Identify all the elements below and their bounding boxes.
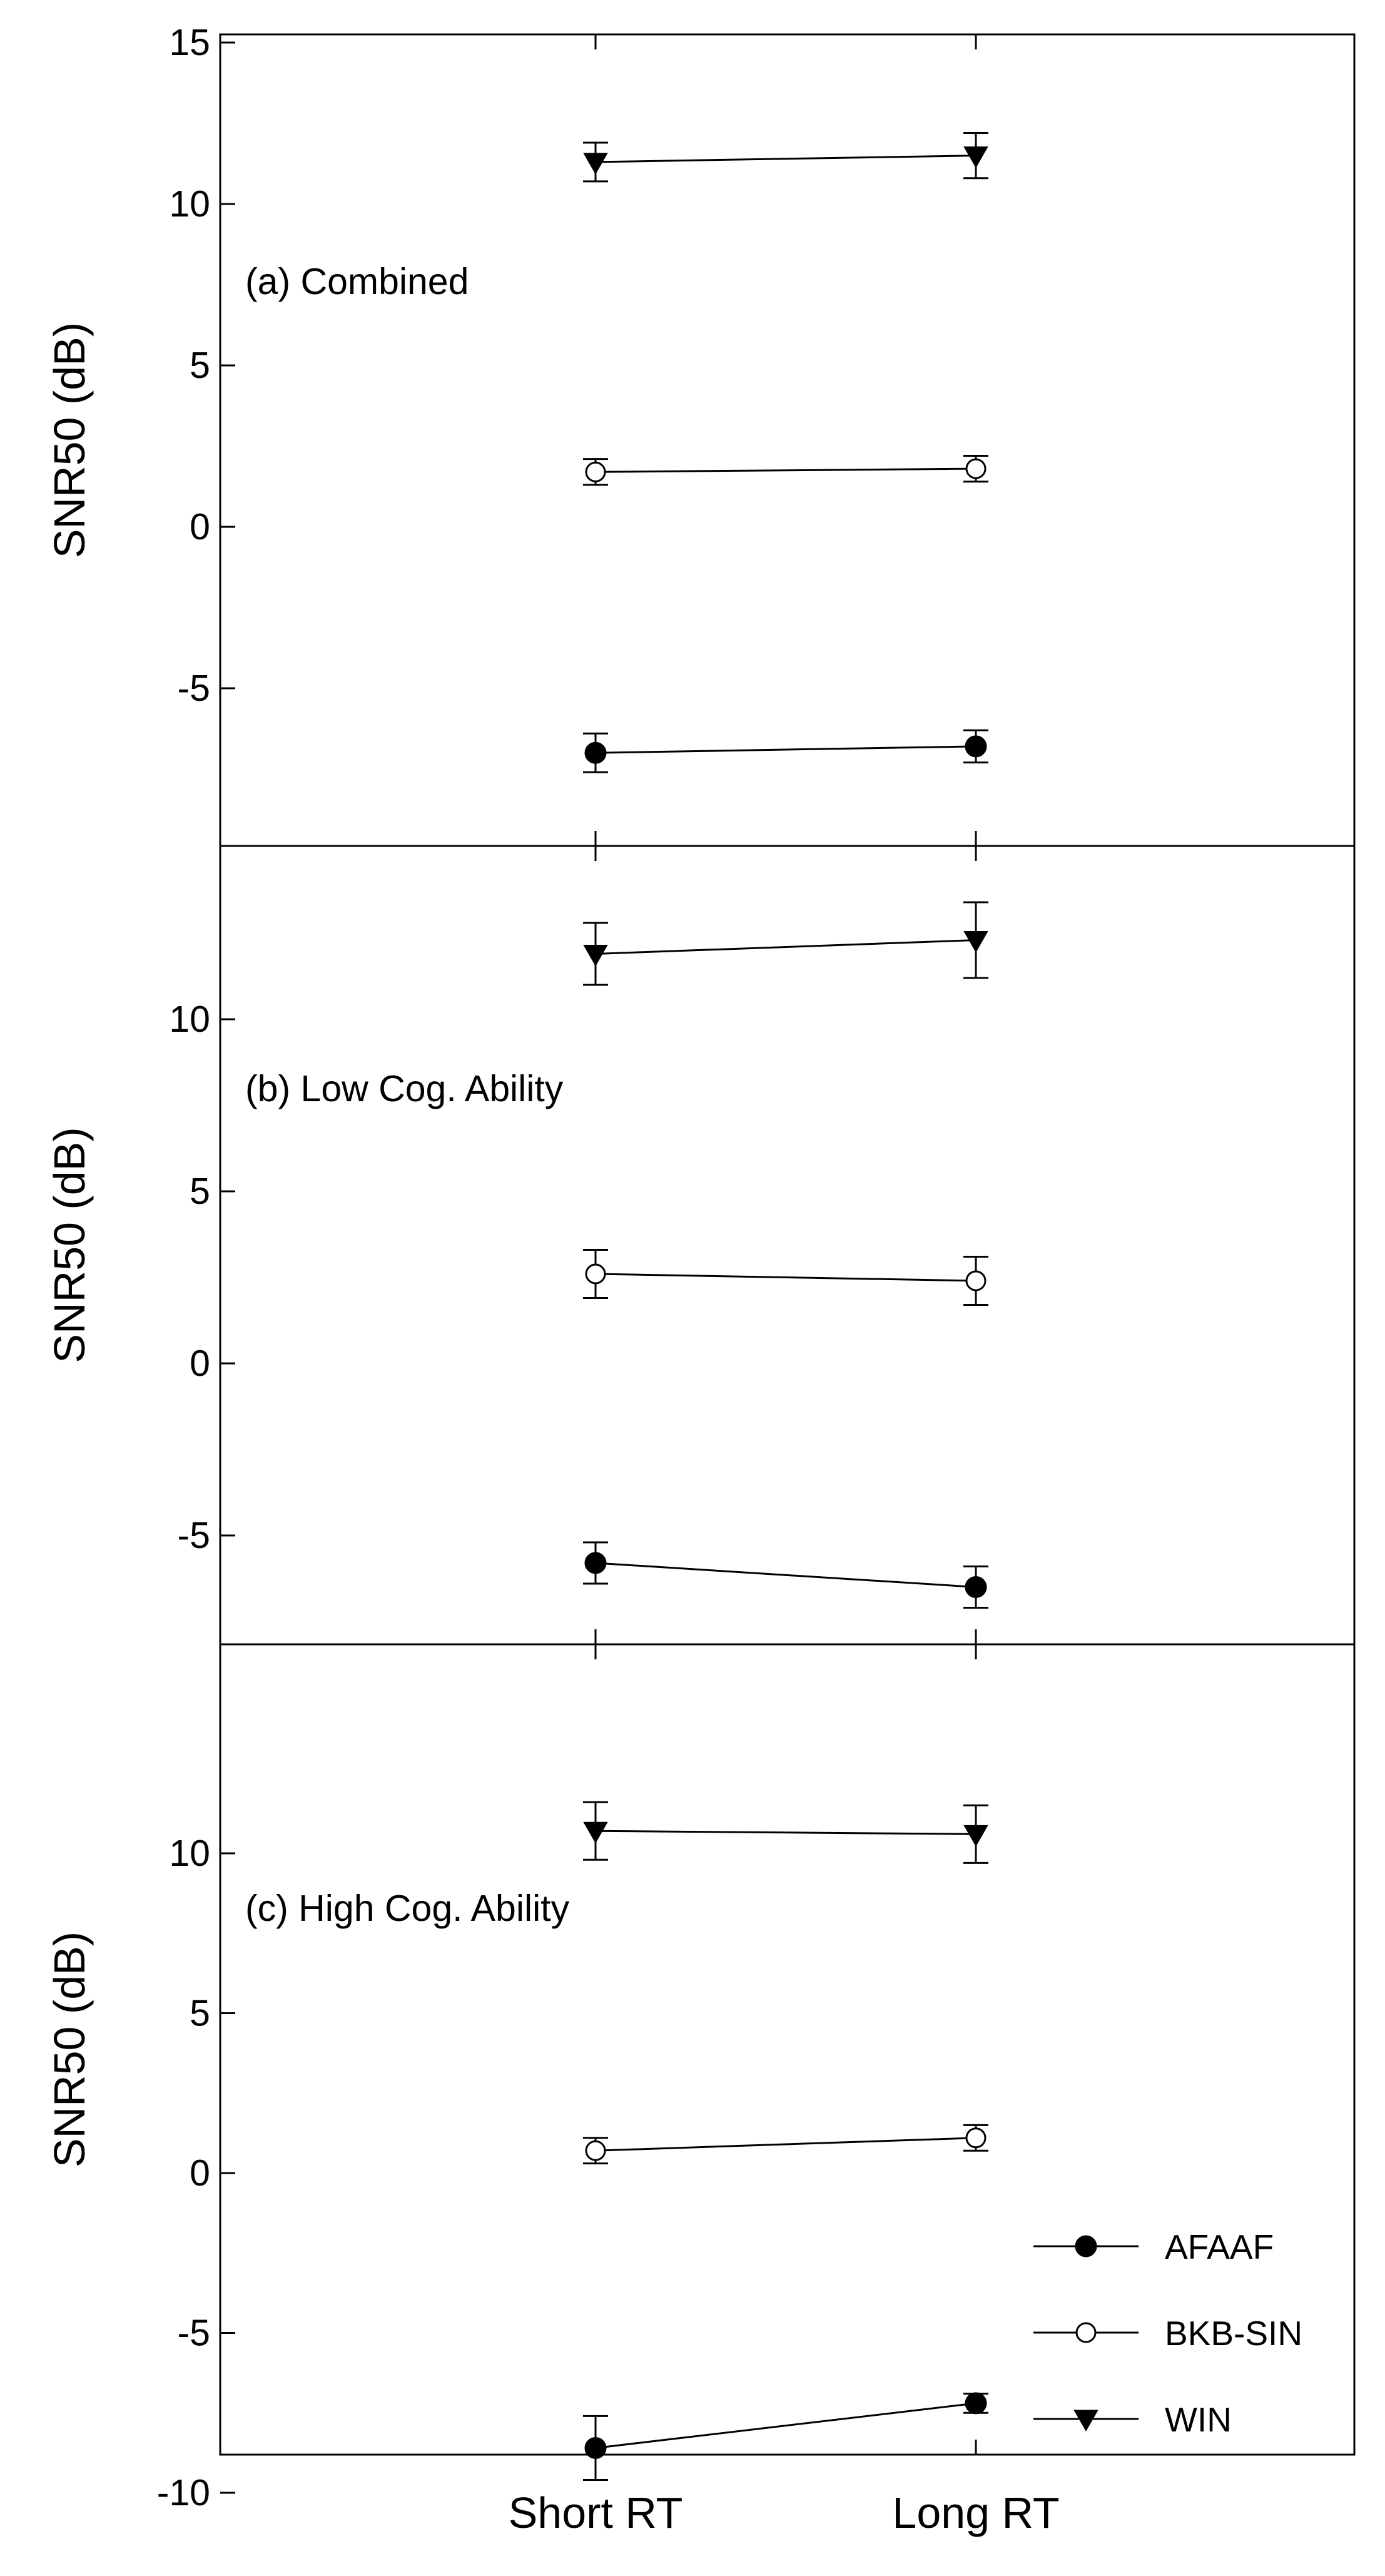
y-tick-label: 0 [190,506,210,547]
data-point [965,458,987,479]
series-line [595,1273,977,1282]
legend-marker [1073,2410,1098,2432]
series-line [595,467,977,473]
panel-label: (c) High Cog. Ability [245,1888,570,1929]
data-point [583,945,608,967]
y-tick-label: 10 [169,183,210,225]
y-tick-label: 15 [169,22,210,63]
data-point [965,2127,987,2149]
data-point [584,2436,607,2459]
plot-frame [219,1643,1356,2456]
series-bkb-sin [583,2124,988,2165]
y-tick-label: 5 [190,1993,210,2034]
series-line [595,1562,977,1588]
y-tick-label: -5 [178,1515,210,1556]
data-point [584,741,607,764]
data-point [963,931,988,953]
data-point [965,1270,987,1291]
series-afaaf [583,1541,988,1609]
data-point [583,153,608,175]
legend-entry: WIN [1033,2400,1232,2439]
data-point [585,2140,606,2161]
series-line [595,745,977,754]
y-tick-label: 10 [169,1833,210,1874]
plot-frame [219,33,1356,847]
series-line [595,939,977,955]
panel-b: -5 0 5 10 SNR50 (dB) (b) Low Cog. Ability [45,845,1356,1646]
series-win [583,901,988,986]
legend-marker [1075,2322,1097,2343]
panel-label: (a) Combined [245,261,469,302]
legend: AFAAF BKB-SIN WIN [1033,2227,1302,2439]
y-tick-label: 0 [190,1343,210,1384]
legend-label: BKB-SIN [1165,2314,1302,2353]
data-point [585,1263,606,1285]
y-axis-title: SNR50 (dB) [45,1932,94,2167]
y-axis-title: SNR50 (dB) [45,1127,94,1363]
panel-a: -5 0 5 10 15 SNR50 (dB) (a) Combined [45,22,1356,847]
y-tick-label: 0 [190,2152,210,2194]
series-afaaf [583,729,988,773]
y-tick-label: -10 [157,2472,210,2513]
data-point [583,1821,608,1844]
data-point [585,461,606,482]
y-tick-label: -5 [178,2313,210,2354]
series-line [595,1830,977,1835]
y-axis-title: SNR50 (dB) [45,322,94,558]
y-tick-label: 5 [190,1171,210,1212]
plot-frame [219,845,1356,1646]
y-tick-label: 5 [190,345,210,386]
y-tick-label: -5 [178,668,210,709]
data-point [584,1552,607,1574]
data-point [963,146,988,168]
legend-entry: AFAAF [1033,2227,1274,2266]
series-line [595,2402,977,2449]
series-bkb-sin [583,454,988,486]
legend-marker [1075,2235,1097,2258]
data-point [965,2392,987,2415]
data-point [965,1576,987,1598]
series-line [595,155,977,163]
series-afaaf [583,2392,988,2482]
legend-label: WIN [1165,2400,1232,2439]
data-point [965,735,987,758]
data-point [963,1825,988,1847]
x-tick-label: Short RT [509,2488,683,2537]
series-bkb-sin [583,1249,988,1306]
legend-entry: BKB-SIN [1033,2314,1302,2353]
panel-label: (b) Low Cog. Ability [245,1068,564,1109]
series-win [583,131,988,183]
x-tick-label: Long RT [892,2488,1059,2537]
y-tick-label: 10 [169,999,210,1040]
legend-label: AFAAF [1165,2227,1274,2266]
panel-c: -10 -5 0 5 10 SNR50 (dB) (c) High Cog. Ability [45,1643,1356,2513]
series-win [583,1801,988,1864]
series-line [595,2137,977,2152]
